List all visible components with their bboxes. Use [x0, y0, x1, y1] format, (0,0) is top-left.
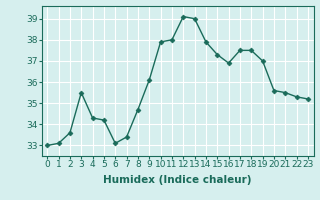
X-axis label: Humidex (Indice chaleur): Humidex (Indice chaleur) — [103, 175, 252, 185]
